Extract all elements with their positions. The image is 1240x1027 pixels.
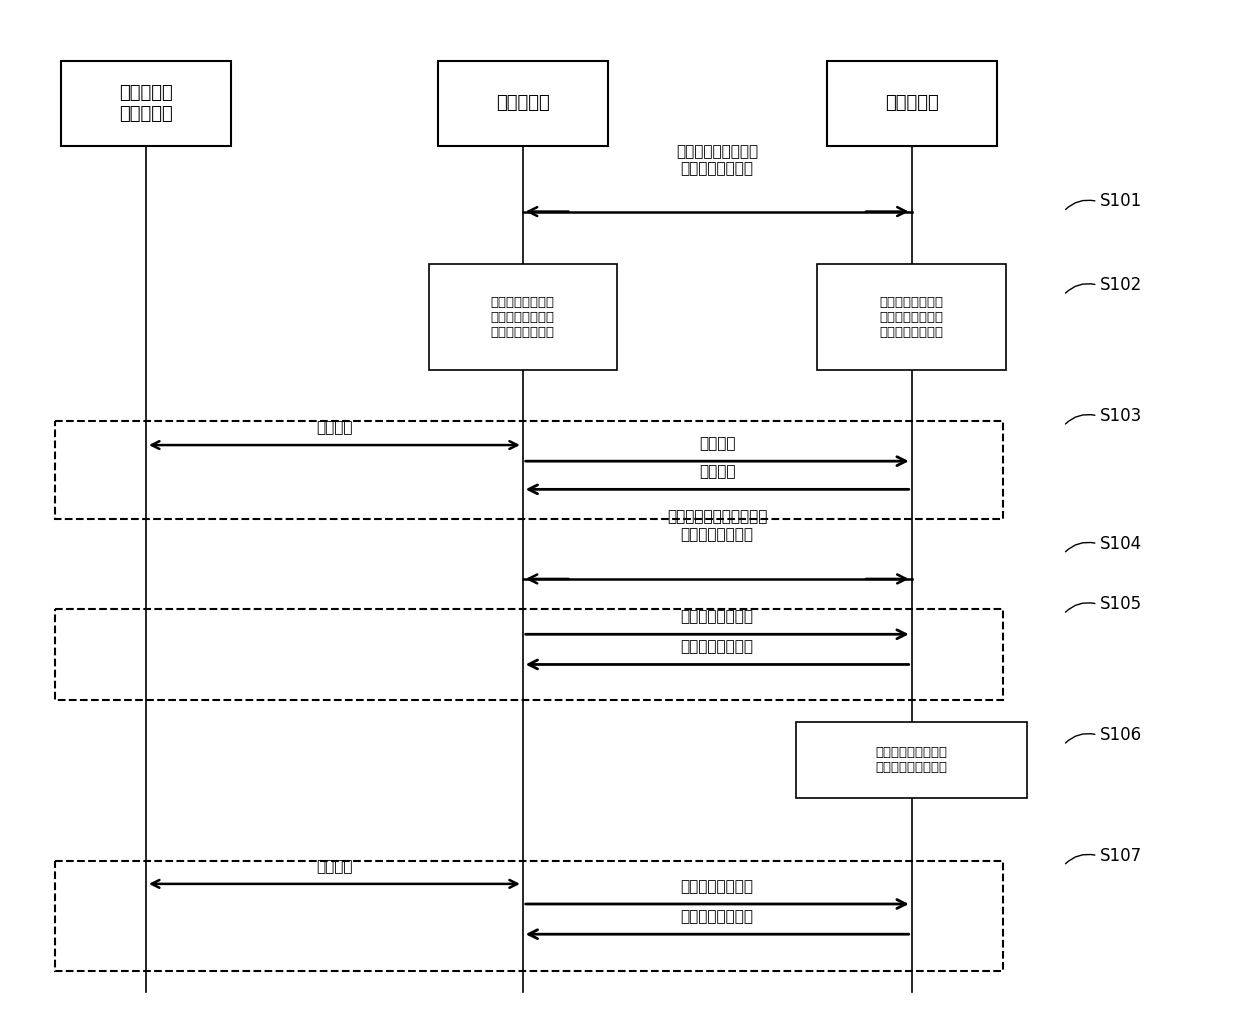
Bar	[55, 861, 1003, 972]
Text: 应用客户端
即网络终端: 应用客户端 即网络终端	[119, 84, 172, 123]
Text: S106: S106	[1100, 726, 1142, 744]
FancyBboxPatch shape	[817, 264, 1006, 370]
FancyBboxPatch shape	[61, 61, 231, 146]
Bar	[55, 421, 1003, 519]
Text: 心跳请求: 心跳请求	[699, 436, 735, 451]
Text: 业务停止: 业务停止	[316, 859, 352, 874]
FancyBboxPatch shape	[438, 61, 608, 146]
Text: 状态信息查询响应: 状态信息查询响应	[681, 640, 754, 654]
Text: 建立客户端帐号与
网络层用户识别之
间的静态对应关系: 建立客户端帐号与 网络层用户识别之 间的静态对应关系	[491, 296, 554, 339]
Text: 心跳机制停止应答: 心跳机制停止应答	[681, 909, 754, 924]
Text: 状态信息查询请求: 状态信息查询请求	[681, 609, 754, 624]
Text: 应用服务器: 应用服务器	[496, 94, 549, 112]
Text: S101: S101	[1100, 192, 1142, 211]
Text: S104: S104	[1100, 535, 1142, 553]
Text: S107: S107	[1100, 846, 1142, 865]
Text: S105: S105	[1100, 595, 1142, 613]
Text: 向其它网元查询维护
终端主机的状态信息: 向其它网元查询维护 终端主机的状态信息	[875, 746, 947, 774]
Text: 心跳机制停止请求: 心跳机制停止请求	[681, 879, 754, 893]
Text: 心跳应答: 心跳应答	[699, 464, 735, 480]
Text: S102: S102	[1100, 276, 1142, 294]
Text: 建立客户端帐号与
网络层用户识别之
间的静态对应关系: 建立客户端帐号与 网络层用户识别之 间的静态对应关系	[879, 296, 944, 339]
Text: 登录请求: 登录请求	[316, 420, 352, 435]
FancyBboxPatch shape	[796, 722, 1027, 798]
FancyBboxPatch shape	[429, 264, 618, 370]
Text: 应用服务器与网络数
据库建立安全关联: 应用服务器与网络数 据库建立安全关联	[676, 144, 759, 177]
Bar	[55, 609, 1003, 699]
FancyBboxPatch shape	[827, 61, 997, 146]
Text: 应用服务器与网络数据库
建立状态预约机制: 应用服务器与网络数据库 建立状态预约机制	[667, 509, 768, 541]
Text: S103: S103	[1100, 407, 1142, 425]
Text: 网络数据库: 网络数据库	[885, 94, 939, 112]
